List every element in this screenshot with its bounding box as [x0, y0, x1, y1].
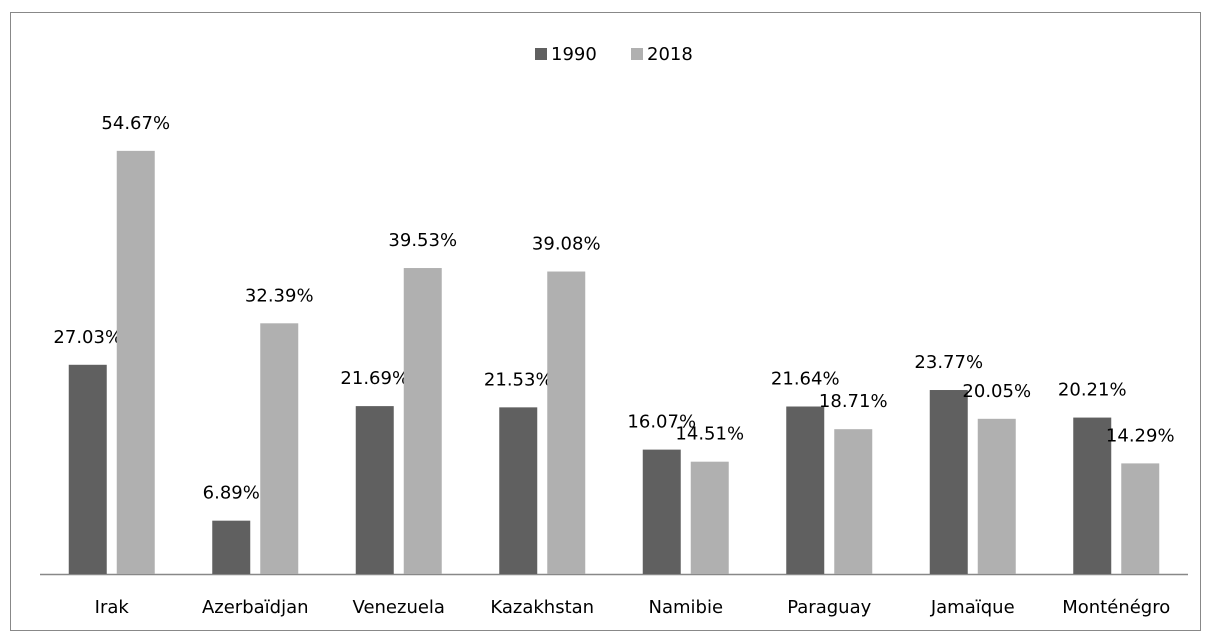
chart-border	[10, 12, 1201, 631]
data-label: 20.05%	[962, 381, 1031, 402]
bar	[642, 449, 681, 574]
bar	[260, 323, 299, 574]
x-tick-label: Venezuela	[353, 597, 445, 618]
bar	[929, 390, 968, 574]
x-tick-label: Kazakhstan	[490, 597, 594, 618]
data-label: 23.77%	[914, 352, 983, 373]
data-label: 39.08%	[532, 234, 601, 255]
legend-label: 2018	[647, 44, 693, 65]
legend-label: 1990	[551, 44, 597, 65]
bar	[1073, 417, 1112, 574]
legend-swatch	[535, 48, 547, 60]
data-label: 21.64%	[771, 369, 840, 390]
bar	[403, 268, 442, 574]
data-label: 21.69%	[340, 368, 409, 389]
x-tick-label: Paraguay	[787, 597, 871, 618]
bar	[977, 418, 1016, 574]
bar	[690, 461, 729, 574]
data-label: 6.89%	[203, 483, 260, 504]
bar	[786, 406, 825, 574]
data-label: 21.53%	[484, 369, 553, 390]
legend-swatch	[631, 48, 643, 60]
x-tick-label: Irak	[95, 597, 130, 618]
bar	[116, 150, 155, 575]
data-label: 39.53%	[388, 230, 457, 251]
data-label: 14.51%	[675, 424, 744, 445]
bar	[499, 407, 538, 574]
bar	[1121, 463, 1160, 574]
bar	[547, 271, 586, 574]
x-tick-label: Namibie	[648, 597, 723, 618]
data-label: 54.67%	[101, 113, 170, 134]
x-tick-label: Azerbaïdjan	[202, 597, 309, 618]
bar	[68, 364, 107, 574]
data-label: 16.07%	[627, 412, 696, 433]
data-label: 14.29%	[1106, 425, 1175, 446]
bar	[834, 429, 873, 574]
data-label: 18.71%	[819, 391, 888, 412]
bar	[355, 406, 394, 574]
x-tick-label: Monténégro	[1062, 597, 1170, 618]
data-label: 20.21%	[1058, 380, 1127, 401]
data-label: 32.39%	[245, 285, 314, 306]
bar	[212, 520, 251, 574]
data-label: 27.03%	[53, 327, 122, 348]
x-tick-label: Jamaïque	[930, 597, 1015, 618]
